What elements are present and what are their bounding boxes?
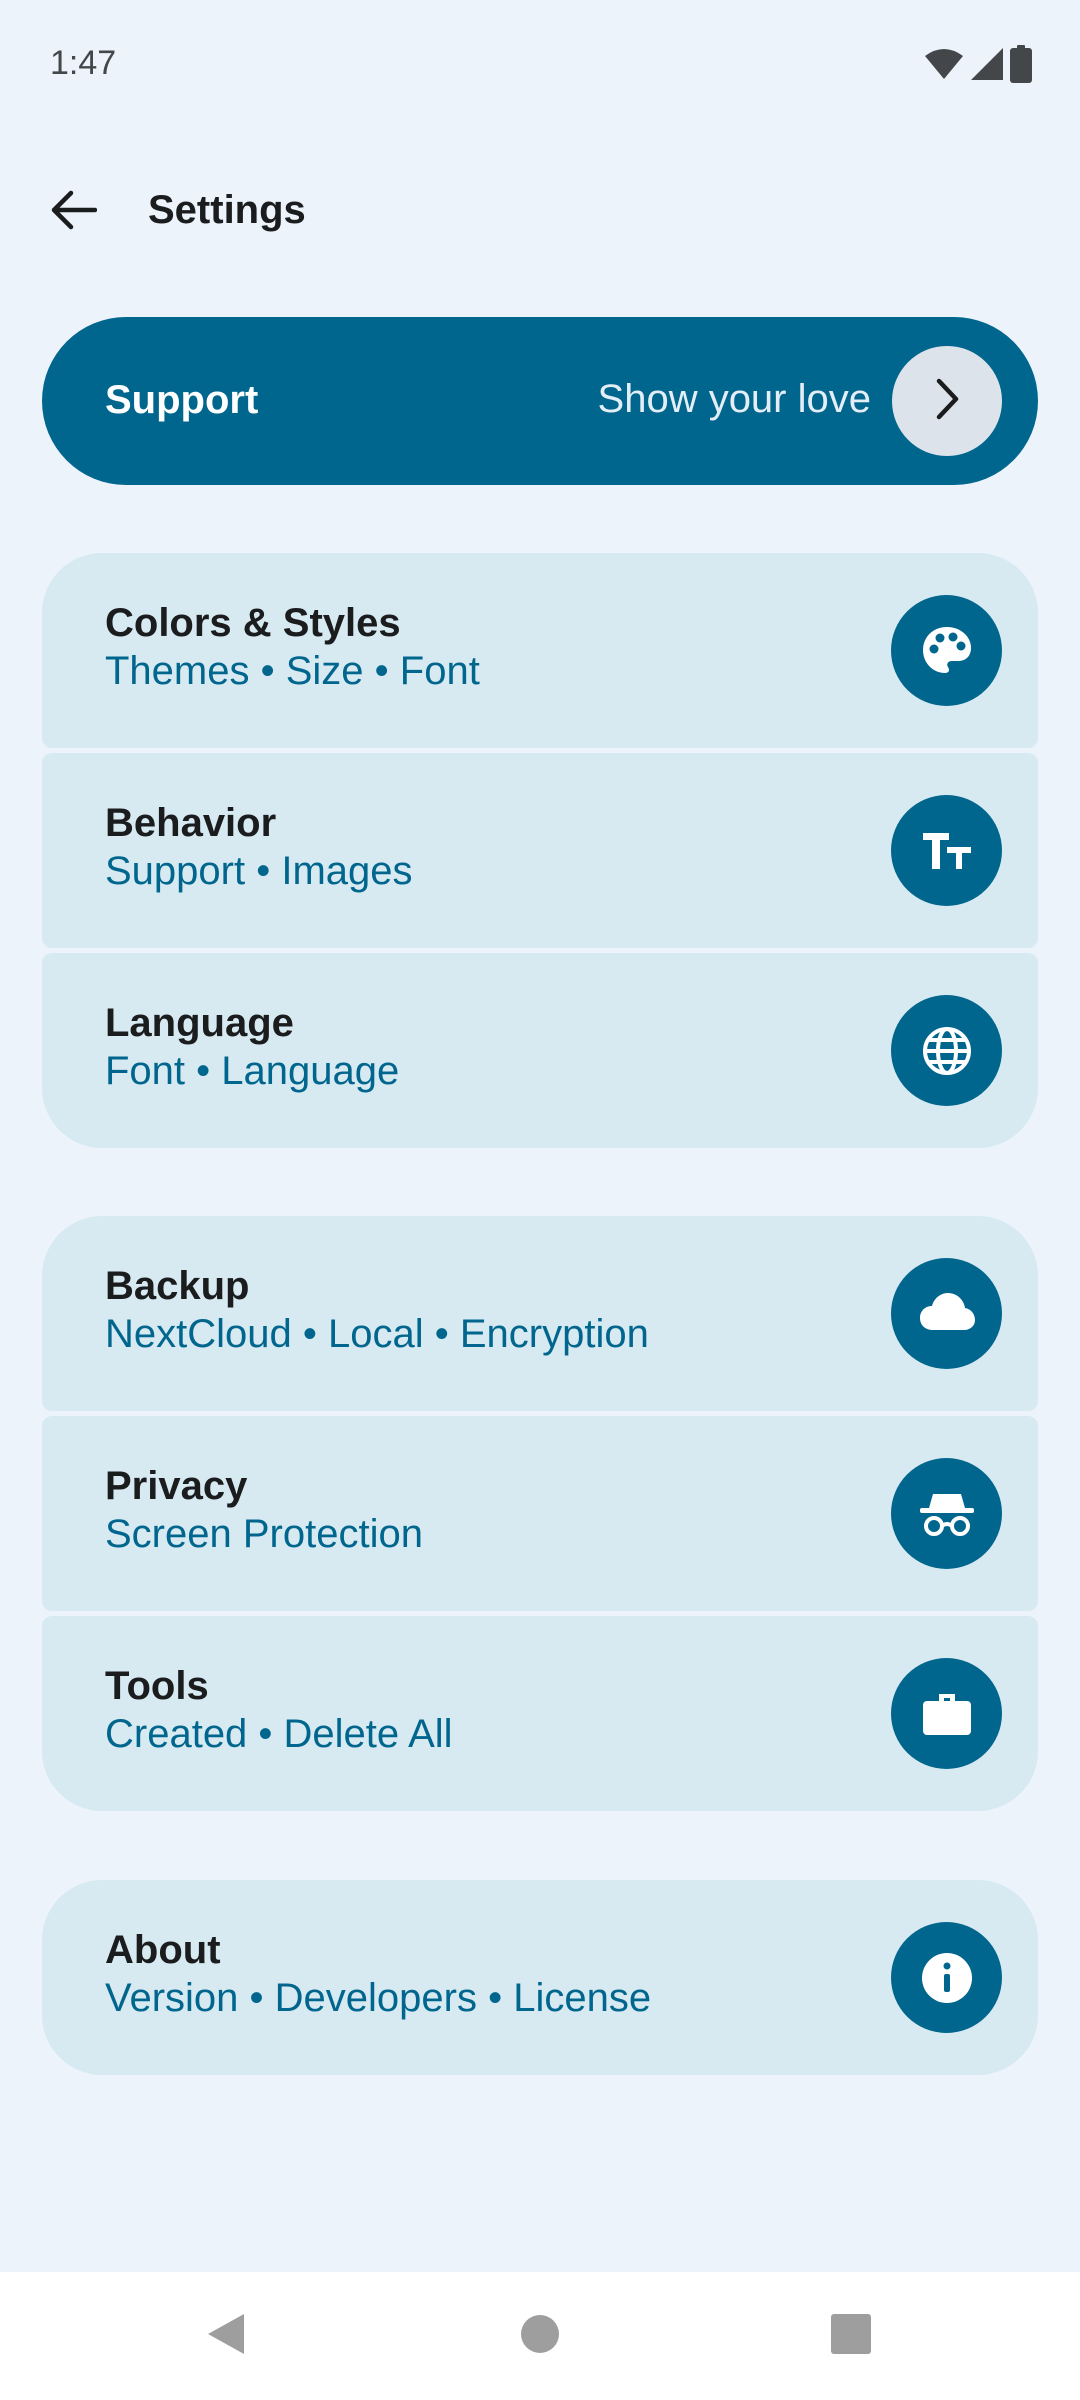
item-title: Backup (105, 1264, 250, 1308)
cloud-icon (891, 1258, 1002, 1369)
settings-item-language[interactable]: Language Font • Language (42, 953, 1038, 1148)
page-title: Settings (148, 188, 306, 232)
item-subtitle: Screen Protection (105, 1512, 423, 1556)
item-subtitle: Support • Images (105, 849, 413, 893)
incognito-icon (891, 1458, 1002, 1569)
status-icons (924, 44, 1032, 84)
item-title: Language (105, 1001, 294, 1045)
nav-home-button[interactable] (500, 2296, 580, 2376)
home-circle-icon (518, 2312, 562, 2361)
settings-item-behavior[interactable]: Behavior Support • Images (42, 753, 1038, 948)
item-subtitle: Version • Developers • License (105, 1976, 652, 2020)
item-subtitle: Created • Delete All (105, 1712, 453, 1756)
support-card[interactable]: Support Show your love (42, 317, 1038, 485)
item-title: Privacy (105, 1464, 248, 1508)
top-app-bar: Settings (0, 160, 1080, 260)
status-bar: 1:47 (0, 0, 1080, 130)
back-button[interactable] (38, 176, 110, 248)
recents-square-icon (829, 2312, 873, 2361)
arrow-left-icon (51, 190, 98, 235)
item-subtitle: Themes • Size • Font (105, 649, 480, 693)
info-icon (891, 1922, 1002, 2033)
text-size-icon (891, 795, 1002, 906)
support-subtitle: Show your love (597, 377, 871, 421)
settings-item-backup[interactable]: Backup NextCloud • Local • Encryption (42, 1216, 1038, 1411)
item-title: Tools (105, 1664, 209, 1708)
settings-item-colors-styles[interactable]: Colors & Styles Themes • Size • Font (42, 553, 1038, 748)
support-title: Support (105, 378, 259, 422)
settings-item-privacy[interactable]: Privacy Screen Protection (42, 1416, 1038, 1611)
signal-icon (970, 47, 1004, 81)
item-subtitle: NextCloud • Local • Encryption (105, 1312, 649, 1356)
system-nav-bar (0, 2272, 1080, 2400)
back-triangle-icon (204, 2310, 248, 2363)
item-subtitle: Font • Language (105, 1049, 400, 1093)
nav-back-button[interactable] (186, 2296, 266, 2376)
item-title: About (105, 1928, 221, 1972)
support-arrow-button[interactable] (892, 346, 1002, 456)
settings-item-tools[interactable]: Tools Created • Delete All (42, 1616, 1038, 1811)
status-time: 1:47 (50, 44, 117, 82)
item-title: Behavior (105, 801, 277, 845)
globe-icon (891, 995, 1002, 1106)
settings-item-about[interactable]: About Version • Developers • License (42, 1880, 1038, 2075)
wifi-icon (924, 48, 964, 80)
palette-icon (891, 595, 1002, 706)
battery-icon (1010, 45, 1032, 83)
chevron-right-icon (932, 377, 962, 426)
briefcase-icon (891, 1658, 1002, 1769)
item-title: Colors & Styles (105, 601, 401, 645)
nav-recents-button[interactable] (811, 2296, 891, 2376)
